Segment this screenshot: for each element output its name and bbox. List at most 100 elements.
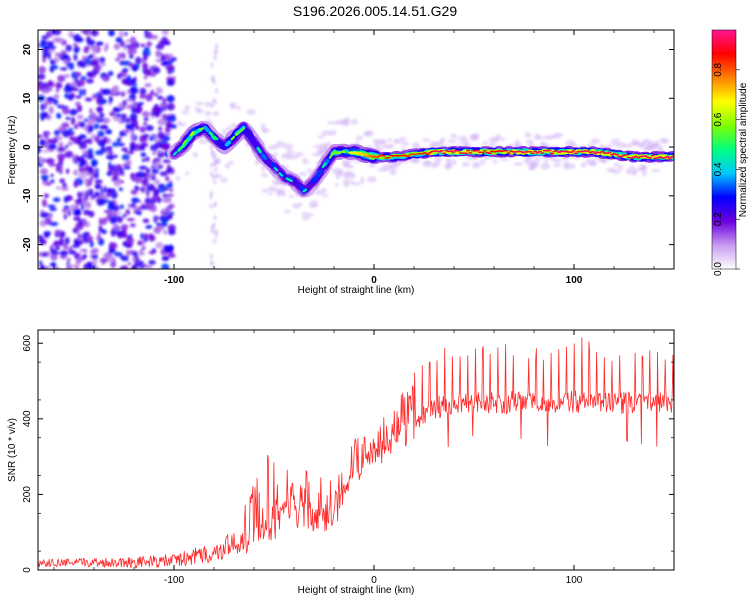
noise-blob xyxy=(116,137,122,143)
noise-blob xyxy=(43,232,50,239)
spectrogram-x-tick-label: 0 xyxy=(371,275,377,286)
noise-blob xyxy=(164,132,171,136)
noise-blob xyxy=(281,190,286,197)
noise-blob xyxy=(84,201,92,209)
noise-blob xyxy=(159,171,168,177)
noise-blob xyxy=(165,215,174,220)
noise-blob xyxy=(268,191,273,196)
noise-blob xyxy=(113,179,121,187)
noise-blob xyxy=(64,237,70,245)
noise-blob xyxy=(342,180,349,185)
noise-blob xyxy=(434,155,443,163)
noise-blob xyxy=(513,162,523,166)
noise-blob xyxy=(93,123,100,130)
ridge-segment xyxy=(278,172,284,177)
noise-blob xyxy=(165,183,173,189)
noise-blob xyxy=(101,229,107,235)
noise-blob xyxy=(60,186,69,191)
noise-blob xyxy=(122,60,131,66)
ridge-segment xyxy=(288,178,293,183)
noise-blob xyxy=(167,229,176,236)
noise-blob xyxy=(53,240,59,245)
noise-blob xyxy=(185,171,190,176)
ridge-segment xyxy=(203,125,210,133)
noise-blob xyxy=(150,174,156,181)
noise-blob xyxy=(106,145,113,150)
noise-blob xyxy=(95,107,104,111)
noise-blob xyxy=(75,155,82,162)
noise-blob xyxy=(143,75,148,80)
noise-blob xyxy=(164,245,173,253)
noise-blob xyxy=(93,172,99,179)
noise-blob xyxy=(335,172,341,180)
noise-blob xyxy=(343,164,352,169)
noise-blob xyxy=(155,190,159,196)
noise-blob xyxy=(165,64,175,71)
noise-blob xyxy=(82,88,86,96)
noise-blob xyxy=(121,224,128,229)
noise-blob xyxy=(642,169,647,177)
noise-blob xyxy=(374,141,380,148)
noise-blob xyxy=(209,203,213,209)
noise-blob xyxy=(488,143,497,148)
noise-blob xyxy=(167,163,171,171)
noise-blob xyxy=(152,66,161,74)
noise-blob xyxy=(100,187,104,195)
noise-blob xyxy=(108,30,115,37)
noise-blob xyxy=(61,182,68,189)
noise-blob xyxy=(499,137,506,141)
noise-blob xyxy=(411,142,421,149)
noise-blob xyxy=(610,138,621,143)
noise-blob xyxy=(119,130,125,137)
noise-blob xyxy=(41,88,50,94)
noise-blob xyxy=(48,163,57,167)
noise-blob xyxy=(111,172,121,177)
snr-ticks: -100 0 100 0 200 400 600 xyxy=(22,330,674,586)
snr-x-tick-label: 100 xyxy=(566,575,583,586)
noise-blob xyxy=(499,157,509,161)
noise-blob xyxy=(529,165,537,171)
noise-blob xyxy=(161,263,170,269)
noise-blob xyxy=(121,53,126,60)
noise-blob xyxy=(138,165,148,170)
noise-blob xyxy=(103,210,111,214)
noise-blob xyxy=(447,139,457,143)
noise-blob xyxy=(61,108,71,115)
noise-blob xyxy=(74,254,79,260)
noise-blob xyxy=(143,178,148,184)
noise-blob xyxy=(146,41,153,47)
noise-blob xyxy=(47,51,52,60)
noise-blob xyxy=(159,102,169,108)
noise-blob xyxy=(347,180,355,185)
noise-blob xyxy=(65,144,69,149)
noise-blob xyxy=(214,43,218,49)
noise-blob xyxy=(119,40,125,47)
noise-blob xyxy=(135,255,140,264)
spectrogram-y-tick-label: -10 xyxy=(22,188,33,203)
noise-blob xyxy=(44,132,49,140)
noise-blob xyxy=(95,266,100,269)
noise-blob xyxy=(161,30,169,36)
noise-blob xyxy=(236,106,242,111)
noise-blob xyxy=(309,200,319,208)
noise-blob xyxy=(125,208,131,216)
noise-blob xyxy=(148,250,156,255)
noise-blob xyxy=(161,256,170,262)
noise-blob xyxy=(165,57,171,61)
noise-blob xyxy=(90,59,99,66)
noise-blob xyxy=(618,164,624,171)
noise-blob xyxy=(143,237,149,242)
noise-blob xyxy=(389,170,397,176)
noise-blob xyxy=(111,85,120,94)
ridge-segment xyxy=(224,140,232,147)
noise-blob xyxy=(492,159,498,164)
noise-blob xyxy=(140,152,147,158)
noise-blob xyxy=(59,178,66,184)
noise-blob xyxy=(103,252,112,259)
noise-blob xyxy=(161,197,170,203)
noise-blob xyxy=(162,159,171,164)
noise-blob xyxy=(87,166,94,174)
noise-blob xyxy=(79,142,88,150)
ridge-segment xyxy=(180,144,185,150)
noise-blob xyxy=(642,145,651,151)
